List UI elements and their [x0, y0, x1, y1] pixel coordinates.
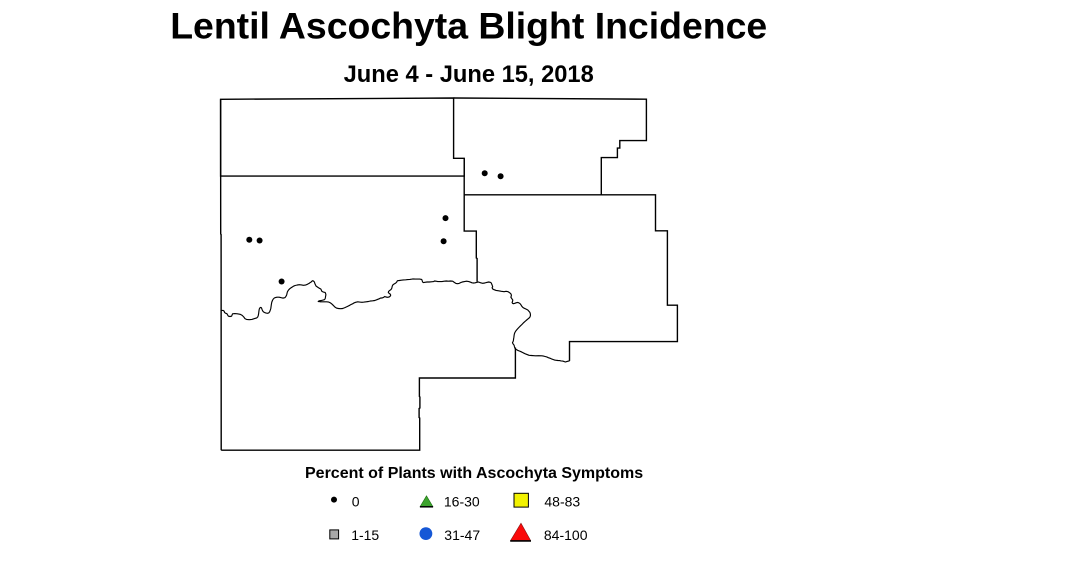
svg-text:31-47: 31-47	[444, 527, 480, 543]
svg-text:0: 0	[352, 493, 360, 509]
svg-text:84-100: 84-100	[544, 527, 588, 543]
svg-text:Lentil Ascochyta Blight Incide: Lentil Ascochyta Blight Incidence	[170, 5, 767, 47]
svg-text:16-30: 16-30	[444, 493, 480, 509]
svg-text:June 4 - June 15, 2018: June 4 - June 15, 2018	[344, 62, 594, 88]
svg-text:Percent of Plants with Ascochy: Percent of Plants with Ascochyta Symptom…	[305, 465, 643, 482]
svg-text:48-83: 48-83	[544, 493, 580, 509]
svg-text:1-15: 1-15	[351, 527, 379, 543]
